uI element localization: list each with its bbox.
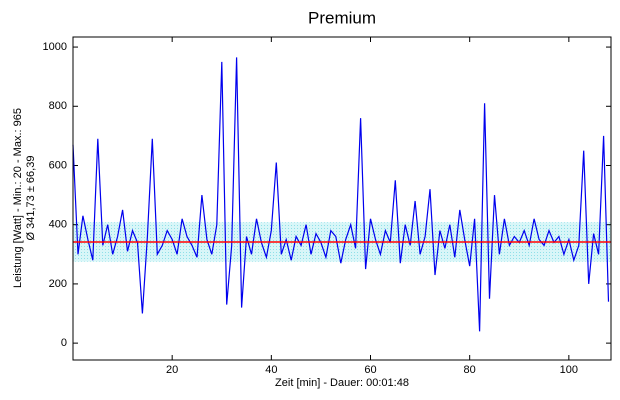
y-axis-label: Leistung [Watt] - Min.: 20 - Max.: 965 xyxy=(12,108,24,288)
plot-frame xyxy=(72,36,612,361)
x-tick-label: 80 xyxy=(464,364,476,376)
y-tick-label: 200 xyxy=(49,278,67,290)
y-tick-label: 600 xyxy=(49,159,67,171)
y-tick-label: 400 xyxy=(49,219,67,231)
x-tick-label: 40 xyxy=(265,364,277,376)
x-tick-label: 60 xyxy=(364,364,376,376)
data-line xyxy=(72,57,610,332)
y-tick-label: 0 xyxy=(61,337,67,349)
x-tick-label: 100 xyxy=(560,364,578,376)
chart-title: Premium xyxy=(308,8,376,27)
x-axis-label: Zeit [min] - Dauer: 00:01:48 xyxy=(275,377,409,389)
x-tick-label: 20 xyxy=(166,364,178,376)
y-tick-label: 800 xyxy=(49,100,67,112)
y-axis-label-stats: Ø 341,73 ± 66,39 xyxy=(25,156,37,241)
y-tick-label: 1000 xyxy=(43,41,67,53)
